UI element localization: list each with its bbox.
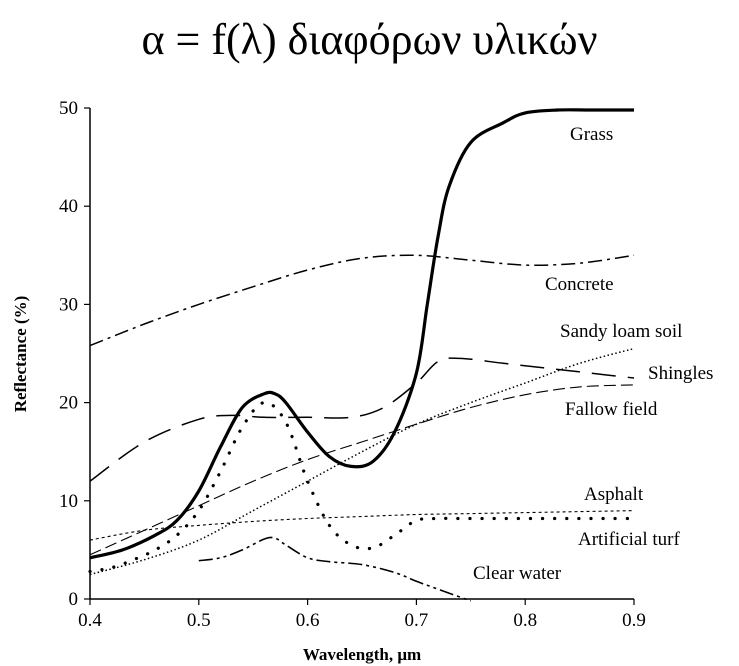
x-tick-label: 0.9 bbox=[622, 610, 646, 631]
y-tick-label: 50 bbox=[59, 98, 78, 119]
series-line-artificial-turf bbox=[88, 400, 636, 574]
x-tick-label: 0.7 bbox=[405, 610, 429, 631]
series-label-concrete: Concrete bbox=[545, 274, 614, 295]
series-label-shingles: Shingles bbox=[648, 363, 713, 384]
y-tick-label: 40 bbox=[59, 196, 78, 217]
series-line-asphalt bbox=[89, 510, 635, 541]
x-tick-label: 0.5 bbox=[187, 610, 211, 631]
x-tick-label: 0.6 bbox=[296, 610, 320, 631]
series-label-fallow-field: Fallow field bbox=[565, 399, 658, 420]
axes: 0.4 0.5 0.6 0.7 0.8 0.9 0 10 20 30 40 50 bbox=[59, 98, 646, 631]
x-axis-label: Wavelength, μm bbox=[303, 645, 421, 664]
y-tick-label: 20 bbox=[59, 393, 78, 414]
x-tick-label: 0.4 bbox=[78, 610, 102, 631]
y-tick-label: 10 bbox=[59, 491, 78, 512]
series-line-grass bbox=[89, 108, 634, 560]
series-line-clear-water bbox=[198, 536, 472, 602]
series-label-sandy-loam-soil: Sandy loam soil bbox=[560, 321, 682, 342]
y-axis-label: Reflectance (%) bbox=[11, 296, 30, 413]
series-label-artificial-turf: Artificial turf bbox=[578, 529, 680, 550]
series-lines bbox=[88, 108, 636, 602]
series-label-asphalt: Asphalt bbox=[584, 484, 644, 505]
series-line-sandy-loam-soil bbox=[89, 347, 635, 576]
series-line-concrete bbox=[89, 254, 635, 347]
series-line-shingles bbox=[89, 357, 635, 482]
series-label-grass: Grass bbox=[570, 124, 613, 145]
series-label-clear-water: Clear water bbox=[473, 563, 562, 584]
y-tick-label: 0 bbox=[69, 589, 79, 610]
series-line-fallow-field bbox=[89, 384, 635, 556]
x-tick-label: 0.8 bbox=[513, 610, 537, 631]
series-labels: Grass Concrete Sandy loam soil Shingles Fall… bbox=[473, 124, 713, 584]
y-tick-label: 30 bbox=[59, 294, 78, 315]
page-title: α = f(λ) διαφόρων υλικών bbox=[141, 15, 598, 64]
